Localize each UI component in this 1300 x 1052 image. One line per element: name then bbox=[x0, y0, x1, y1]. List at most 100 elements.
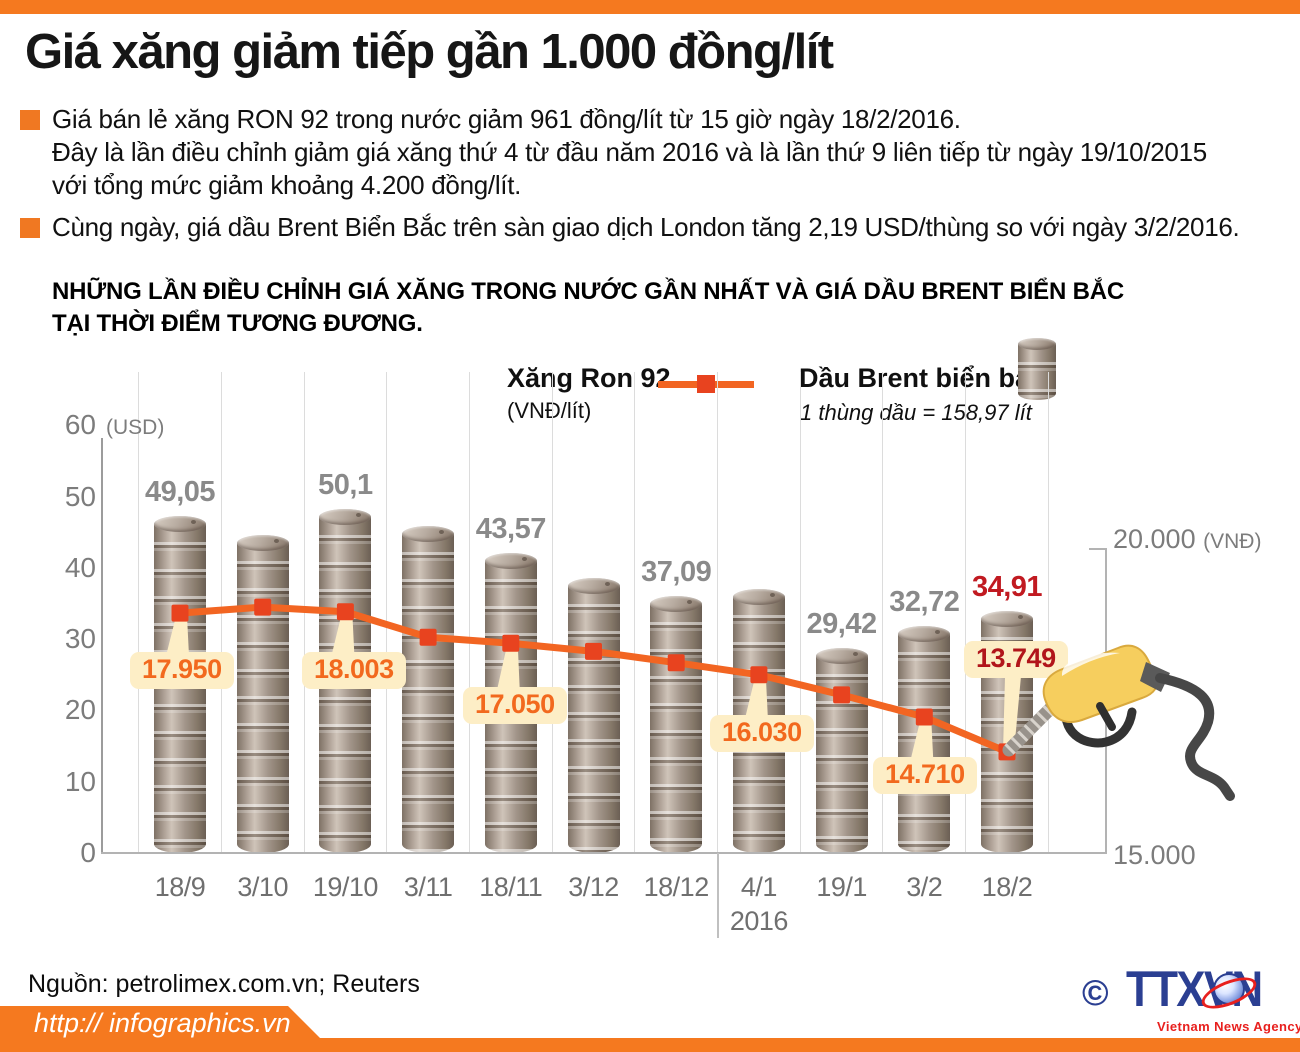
bullet1-line1: Giá bán lẻ xăng RON 92 trong nước giảm 9… bbox=[52, 104, 961, 134]
barrel-bung-icon bbox=[191, 520, 196, 525]
y-axis-tick-label: 0 bbox=[80, 837, 96, 868]
website-url: http:// infographics.vn bbox=[34, 1008, 291, 1038]
brent-bar-cap bbox=[154, 516, 206, 533]
brent-bar-cap bbox=[732, 589, 785, 606]
y-axis-tick-label: 60 bbox=[64, 409, 96, 441]
gridline-vertical bbox=[386, 372, 387, 853]
gridline-vertical bbox=[304, 372, 305, 853]
right-axis-line bbox=[1105, 548, 1107, 854]
bullet-square-icon bbox=[20, 110, 40, 130]
barrel-bung-icon bbox=[852, 651, 858, 656]
x-axis-label: 18/11 bbox=[479, 872, 543, 902]
brent-bar-cap bbox=[319, 509, 372, 526]
bar-value-label: 37,09 bbox=[641, 556, 712, 589]
y-axis-tick-label: 30 bbox=[64, 623, 96, 655]
barrel-bung-icon bbox=[604, 582, 610, 587]
brent-bar-cap bbox=[484, 553, 537, 570]
bar-value-label: 34,91 bbox=[971, 571, 1043, 604]
gridline-vertical bbox=[1048, 372, 1049, 853]
left-axis-unit: (USD) bbox=[106, 416, 165, 439]
copyright-icon: © bbox=[1082, 972, 1109, 1013]
barrel-bung-icon bbox=[935, 629, 941, 634]
x-axis-label: 3/11 bbox=[403, 872, 453, 902]
x-axis-label: 18/2 bbox=[981, 872, 1033, 902]
x-axis-label: 3/2 bbox=[906, 872, 943, 902]
x-axis-label: 18/9 bbox=[154, 872, 206, 902]
gridline-vertical bbox=[138, 372, 139, 853]
legend-brent-label: Dầu Brent biển bắc bbox=[799, 363, 1046, 393]
bar-value-label: 49,05 bbox=[144, 476, 216, 509]
brent-bar-cap bbox=[981, 611, 1033, 628]
chart-subtitle-line2: TẠI THỜI ĐIỂM TƯƠNG ĐƯƠNG. bbox=[52, 310, 423, 337]
gridline-vertical bbox=[634, 372, 635, 853]
y-axis-tick-label: 40 bbox=[64, 551, 96, 583]
y-axis-tick-label: 50 bbox=[64, 480, 96, 512]
barrel-bung-icon bbox=[273, 538, 279, 543]
brent-bar-cap bbox=[236, 534, 289, 551]
gridline-vertical bbox=[552, 372, 553, 853]
brent-bar bbox=[567, 586, 620, 853]
right-axis-bottom-label: 15.000 bbox=[1113, 840, 1196, 870]
gasoline-price-label: 17.050 bbox=[463, 687, 567, 724]
barrel-bung-icon bbox=[439, 530, 445, 535]
x-axis-label: 4/1 bbox=[740, 872, 778, 902]
brent-bar-cap bbox=[815, 647, 868, 664]
x-axis-label: 18/12 bbox=[643, 872, 710, 902]
oil-barrel-icon bbox=[1018, 344, 1056, 400]
x-axis-label: 19/10 bbox=[312, 872, 379, 902]
gasoline-price-label: 16.030 bbox=[710, 715, 814, 752]
gasoline-price-label: 14.710 bbox=[873, 757, 977, 794]
brent-bar-cap bbox=[567, 578, 620, 595]
bullet1-line2: Đây là lần điều chỉnh giảm giá xăng thứ … bbox=[52, 137, 1207, 167]
brent-bar bbox=[650, 604, 703, 853]
x-axis-label: 19/1 bbox=[816, 872, 867, 902]
source-credit: Nguồn: petrolimex.com.vn; Reuters bbox=[28, 970, 420, 998]
brent-bar-cap bbox=[402, 526, 455, 543]
x-axis-label: 3/10 bbox=[237, 872, 288, 902]
barrel-bung-icon bbox=[521, 557, 527, 562]
year-divider-line bbox=[717, 853, 719, 938]
legend-line-marker-icon bbox=[697, 375, 715, 393]
right-axis-top-value: 20.000 bbox=[1113, 524, 1196, 554]
brent-bar-cap bbox=[898, 625, 951, 642]
legend-brent-note: 1 thùng dầu = 158,97 lít bbox=[800, 400, 1032, 425]
bar-value-label: 50,1 bbox=[318, 469, 373, 502]
barrel-bung-icon bbox=[356, 513, 362, 518]
top-accent-bar bbox=[0, 0, 1300, 14]
gasoline-price-label: 18.003 bbox=[302, 652, 406, 689]
x-axis-year-label: 2016 bbox=[729, 906, 789, 936]
right-axis-top-unit: (VNĐ) bbox=[1203, 530, 1262, 553]
chart-subtitle-line1: NHỮNG LẦN ĐIỀU CHỈNH GIÁ XĂNG TRONG NƯỚC… bbox=[52, 278, 1124, 305]
barrel-bung-icon bbox=[1018, 615, 1023, 620]
globe-icon bbox=[1213, 973, 1245, 1005]
right-axis-top-label: 20.000 (VNĐ) bbox=[1113, 524, 1261, 555]
bullet-square-icon bbox=[20, 218, 40, 238]
x-axis-label: 3/12 bbox=[568, 872, 619, 902]
barrel-bung-icon bbox=[769, 593, 775, 598]
brent-bar bbox=[898, 633, 951, 853]
bullet2-line1: Cùng ngày, giá dầu Brent Biển Bắc trên s… bbox=[52, 212, 1240, 242]
gridline-vertical bbox=[221, 372, 222, 853]
oil-barrel-icon-cap bbox=[1018, 338, 1056, 350]
legend-gasoline-label: Xăng Ron 92 bbox=[507, 363, 671, 393]
barrel-bung-icon bbox=[687, 600, 693, 605]
brent-bar bbox=[402, 534, 455, 853]
page-title: Giá xăng giảm tiếp gần 1.000 đồng/lít bbox=[25, 25, 834, 79]
brent-bar bbox=[236, 542, 289, 853]
gasoline-price-label: 13.749 bbox=[964, 641, 1068, 678]
bottom-orange-ribbon bbox=[0, 1006, 1300, 1052]
y-axis-tick-label: 10 bbox=[64, 765, 96, 797]
x-axis-line bbox=[101, 852, 1107, 854]
gasoline-price-label: 17.950 bbox=[130, 652, 234, 689]
y-axis-line bbox=[101, 438, 103, 854]
brent-bar bbox=[815, 655, 868, 853]
right-axis-tick bbox=[1089, 548, 1105, 550]
gridline-vertical bbox=[717, 372, 718, 853]
ttxvn-logo-subtitle: Vietnam News Agency bbox=[1157, 1019, 1300, 1034]
legend-gasoline-unit: (VNĐ/lít) bbox=[507, 398, 592, 423]
gridline-vertical bbox=[469, 372, 470, 853]
bullet1-line3: với tổng mức giảm khoảng 4.200 đồng/lít. bbox=[52, 170, 522, 200]
bar-value-label: 43,57 bbox=[475, 513, 547, 546]
